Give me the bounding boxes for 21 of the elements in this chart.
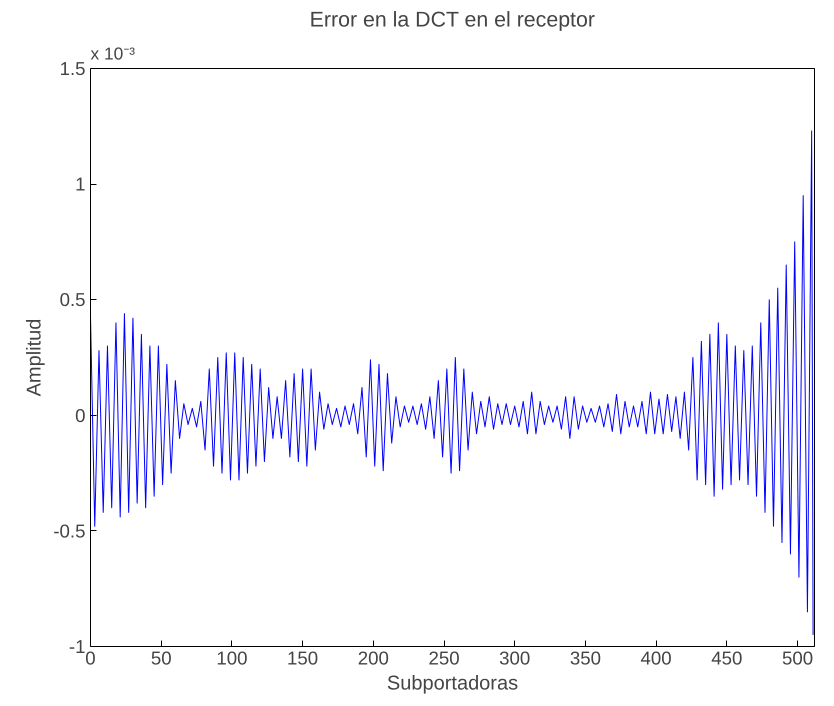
x-tick-label: 450 bbox=[711, 648, 742, 668]
x-tick-label: 400 bbox=[640, 648, 672, 668]
x-tick-label: 300 bbox=[499, 648, 530, 668]
x-tick-label: 50 bbox=[150, 648, 172, 668]
x-tick-label: 200 bbox=[358, 648, 389, 668]
text: x 10⁻³ bbox=[90, 44, 136, 64]
y-tick-label: -1 bbox=[68, 636, 86, 657]
y-tick-label: 0.5 bbox=[60, 289, 86, 310]
y-tick-label: -0.5 bbox=[53, 520, 86, 542]
x-tick-label: 350 bbox=[570, 648, 601, 668]
y-tick-label: 0 bbox=[75, 404, 86, 426]
line-series bbox=[90, 130, 814, 636]
x-tick-label: 100 bbox=[216, 648, 248, 668]
chart-title: Error en la DCT en el receptor bbox=[310, 8, 595, 32]
y-tick-label: 1 bbox=[75, 174, 86, 195]
x-tick-label: 150 bbox=[287, 648, 318, 668]
x-axis-title: Subportadoras bbox=[386, 672, 518, 694]
y-tick-label: 1.5 bbox=[60, 58, 86, 79]
y-axis-title: Amplitud bbox=[23, 318, 46, 396]
x-tick-label: 250 bbox=[428, 648, 460, 668]
x-tick-label: 500 bbox=[782, 648, 814, 668]
